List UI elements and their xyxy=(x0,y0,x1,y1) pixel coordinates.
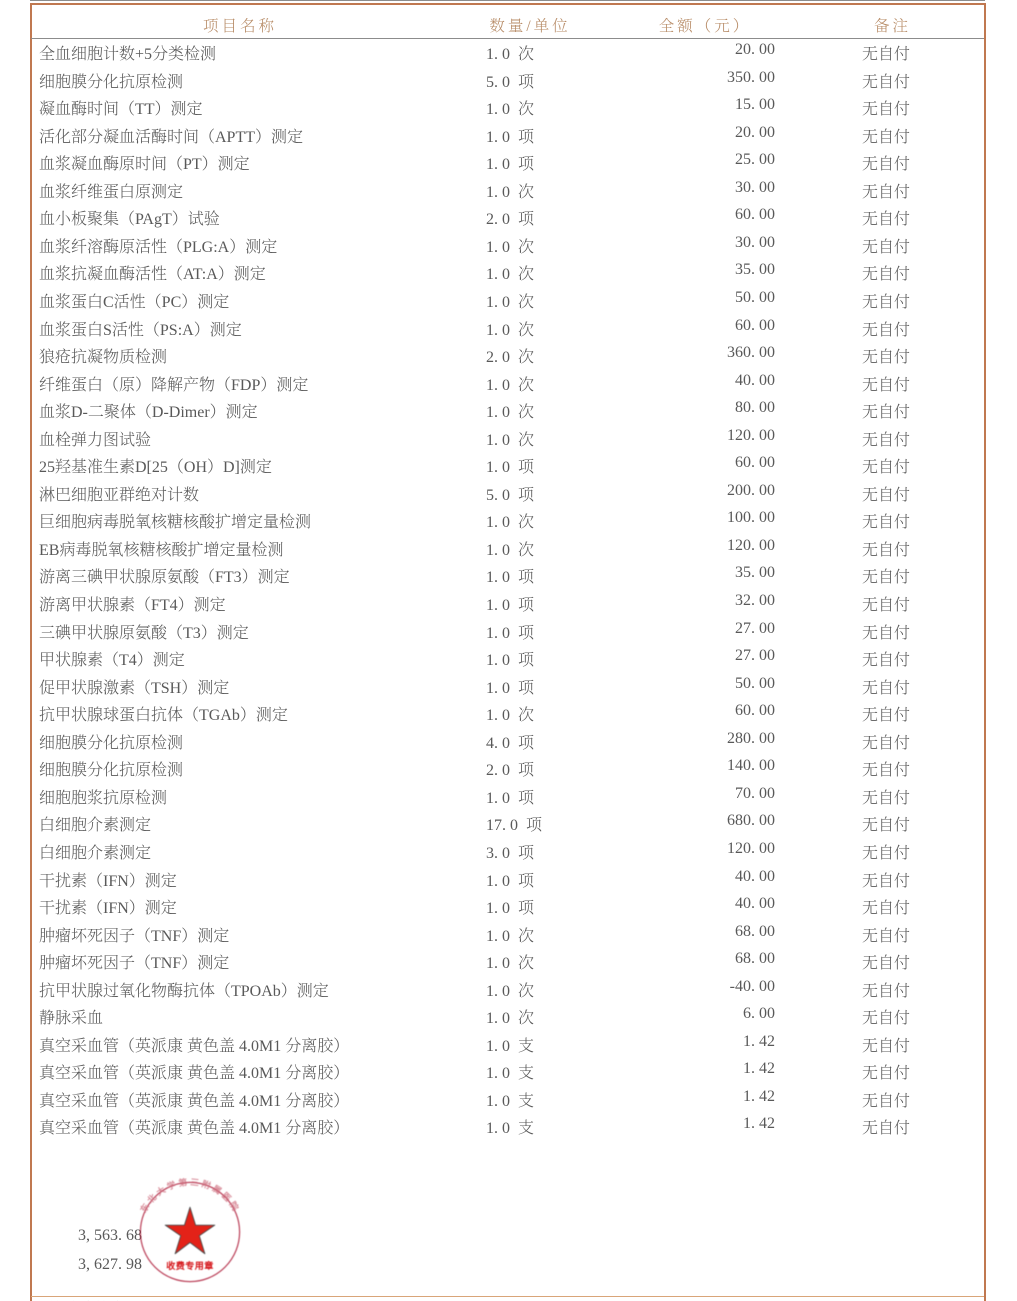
svg-text:收费专用章: 收费专用章 xyxy=(166,1260,213,1271)
